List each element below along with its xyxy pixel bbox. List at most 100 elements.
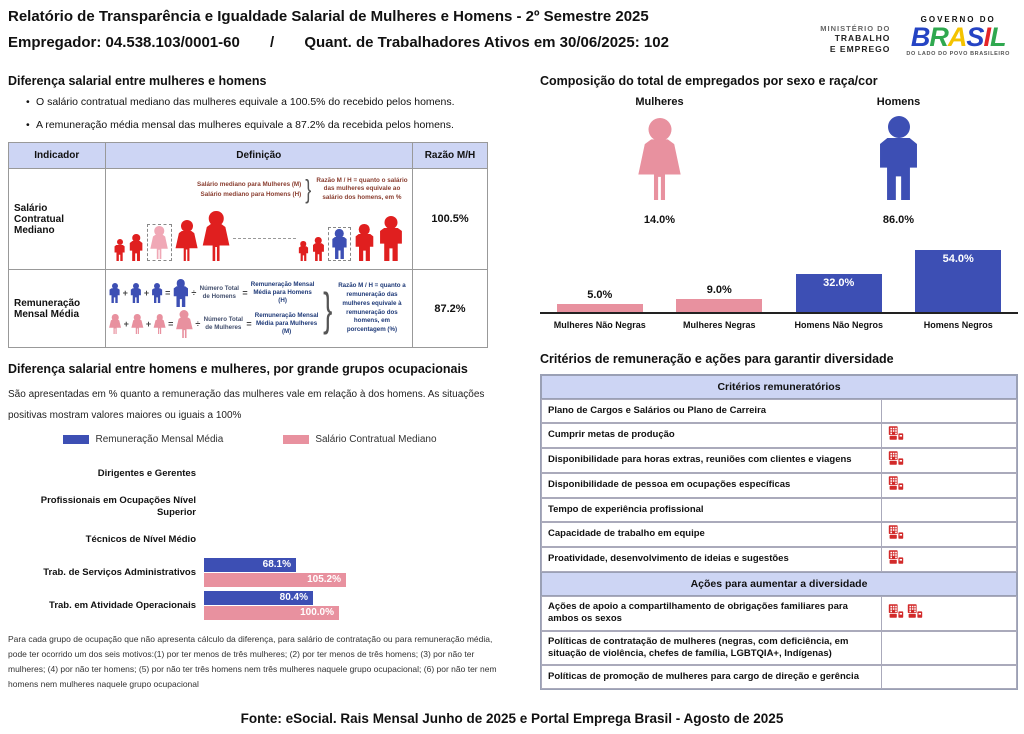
occupational-legend: Remuneração Mensal Média Salário Contrat… [8, 434, 492, 445]
criteria-flag-cell [882, 400, 1016, 422]
equals-sign: = [168, 319, 174, 329]
bar-value-label: 105.2% [307, 574, 341, 585]
bracket-glyph: } [322, 282, 332, 335]
category-label: Homens Negros [923, 320, 993, 330]
criteria-row: Cumprir metas de produção [541, 423, 1017, 448]
bar: 54.0% [915, 250, 1002, 312]
plus-sign: + [122, 288, 128, 298]
bar: 105.2% [204, 573, 346, 587]
bar-value-label: 54.0% [942, 253, 974, 265]
occupation-bars: 68.1% 105.2% [204, 557, 492, 588]
legend-remuneracao: Remuneração Mensal Média [63, 434, 223, 445]
header-titles: Relatório de Transparência e Igualdade S… [8, 8, 669, 64]
ministry-line2: TRABALHO [834, 33, 891, 44]
person-icon [172, 279, 189, 307]
criteria-flag-cell [882, 666, 1016, 688]
bar: 80.4% [204, 591, 313, 605]
occupation-label: Dirigentes e Gerentes [97, 467, 196, 479]
criteria-label: Políticas de promoção de mulheres para c… [542, 666, 882, 689]
men-figure-block: Homens 86.0% [779, 96, 1018, 226]
ministry-line1: MINISTÉRIO DO [820, 23, 891, 33]
criteria-row: Disponibilidade para horas extras, reuni… [541, 448, 1017, 473]
occupation-row: Trab. de Serviços Administrativos 68.1% 10… [8, 556, 492, 589]
indicator-name: Salário Contratual Mediano [8, 168, 106, 270]
bar-value-label: 68.1% [262, 559, 291, 570]
occupation-label: Técnicos de Nível Médio [85, 533, 196, 545]
company-icon [888, 476, 904, 495]
plus-sign: + [145, 319, 152, 329]
col-indicador: Indicador [8, 142, 106, 169]
plus-sign: + [143, 288, 150, 298]
criteria-label: Disponibilidade para horas extras, reuni… [542, 449, 882, 472]
criteria-label: Disponibilidade de pessoa em ocupações e… [542, 474, 882, 497]
criteria-row: Capacidade de trabalho em equipe [541, 522, 1017, 547]
criteria-flag-cell [882, 523, 1016, 546]
criteria-flag-cell [882, 424, 1016, 447]
left-column: Diferença salarial entre mulheres e home… [8, 74, 497, 692]
company-icon [888, 550, 904, 569]
page-title: Relatório de Transparência e Igualdade S… [8, 8, 649, 25]
occupational-bar-chart: Dirigentes e Gerentes Profissionais em Oc… [8, 457, 492, 622]
women-group-figures [114, 211, 231, 261]
bar-value-label: 100.0% [300, 607, 334, 618]
men-percentage: 86.0% [882, 214, 915, 226]
ratio-mean-remuneration: 87.2% [411, 269, 489, 348]
women-formula: + + = ÷ Número Total de Mulheres = Remun… [109, 310, 320, 338]
company-icon [888, 525, 904, 544]
gov-top-label: GOVERNO DO [920, 15, 996, 24]
men-formula: + + = ÷ Número Total de Homens = Remuner… [109, 279, 320, 307]
gov-brasil-logo: GOVERNO DO BRASIL DO LADO DO POVO BRASIL… [906, 15, 1010, 57]
person-icon [202, 211, 231, 261]
bar-slot: 54.0% [899, 250, 1019, 312]
person-icon [109, 314, 122, 334]
occupation-row: Técnicos de Nível Médio [8, 523, 492, 556]
company-icon [907, 604, 923, 623]
ratio-median-salary: 100.5% [411, 168, 489, 270]
bar-slot: 9.0% [660, 284, 780, 312]
male-icon [877, 116, 921, 200]
occupation-bars: 80.4% 100.0% [204, 590, 492, 621]
diagram-line-women: Salário mediano para Mulheres (M) [197, 181, 302, 188]
criteria-row: Tempo de experiência profissional [541, 498, 1017, 522]
equals-sign: = [165, 288, 171, 298]
mean-remuneration-diagram: + + = ÷ Número Total de Homens = Remuner… [106, 270, 412, 347]
occupation-label: Trab. em Atividade Operacionais [49, 599, 196, 611]
men-total-label: Número Total de Homens [199, 285, 240, 300]
person-icon [131, 314, 144, 334]
company-icon [888, 426, 904, 445]
criteria-label: Plano de Cargos e Salários ou Plano de C… [542, 400, 882, 422]
diagram-line-men: Salário mediano para Homens (H) [200, 191, 302, 198]
bracket-glyph: } [305, 174, 312, 204]
chart-baseline [540, 312, 1018, 314]
divide-sign: ÷ [195, 319, 201, 329]
criteria-flag-cell [882, 449, 1016, 472]
occupation-label: Trab. de Serviços Administrativos [43, 566, 196, 578]
bar-value-label: 32.0% [823, 277, 855, 289]
people-comparison-graphic [110, 211, 408, 261]
person-icon [114, 239, 126, 261]
criteria-table: Critérios remuneratórios Plano de Cargos … [540, 374, 1018, 691]
criteria-row: Ações de apoio a compartilhamento de obr… [541, 596, 1017, 631]
person-icon [130, 283, 142, 303]
criteria-row: Políticas de contratação de mulheres (ne… [541, 630, 1017, 666]
occupation-row: Trab. em Atividade Operacionais 80.4% 100.… [8, 589, 492, 622]
criteria-row: Plano de Cargos e Salários ou Plano de C… [541, 399, 1017, 423]
person-icon [151, 283, 163, 303]
men-group-figures [298, 216, 404, 261]
employer-id: Empregador: 04.538.103/0001-60 [8, 34, 240, 51]
indicator-table-header: Indicador Definição Razão M/H [8, 142, 489, 169]
race-gender-bar-chart: 5.0% 9.0% 32.0% 54.0% Mulheres Não Negras Mu… [540, 248, 1018, 330]
person-icon [150, 226, 169, 259]
gov-tagline: DO LADO DO POVO BRASILEIRO [906, 51, 1010, 57]
criteria-label: Tempo de experiência profissional [542, 499, 882, 521]
criteria-flag-cell [882, 499, 1016, 521]
source-footer: Fonte: eSocial. Rais Mensal Junho de 202… [240, 711, 784, 726]
occupational-subtitle: São apresentadas em % quanto a remuneraç… [8, 389, 485, 421]
category-label: Mulheres Negras [682, 320, 756, 330]
right-column: Composição do total de empregados por se… [540, 74, 1018, 691]
indicator-name: Remuneração Mensal Média [8, 269, 106, 348]
women-label: Mulheres [635, 96, 684, 108]
bar-value-label: 5.0% [587, 289, 613, 301]
person-icon [312, 237, 325, 261]
